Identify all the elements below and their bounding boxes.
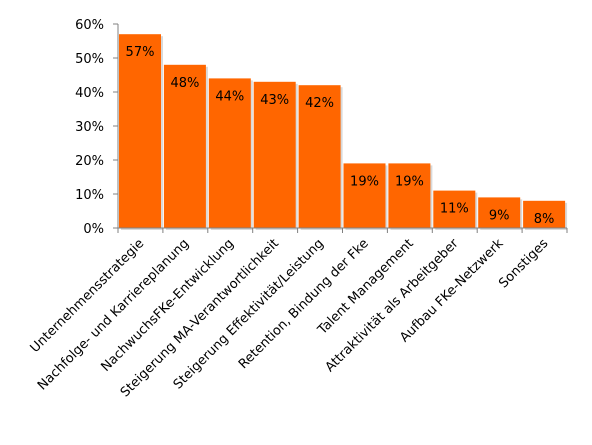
bar-4 [253,81,296,228]
bar-6 [343,163,386,228]
bar-8 [433,190,476,228]
data-label-1: 57% [126,45,155,60]
bar-5 [298,85,341,228]
y-tick-label-40pct: 40% [75,86,104,101]
category-label-10: Sonstiges [496,236,551,291]
data-label-8: 11% [440,202,469,217]
bar-3 [208,78,251,229]
bar-7 [388,163,431,228]
data-label-3: 44% [215,89,244,104]
category-label-4: Steigerung MA-Verantwortlichkeit [118,236,282,400]
data-label-6: 19% [350,174,379,189]
data-label-5: 42% [305,96,334,111]
data-label-2: 48% [170,76,199,91]
y-tick-label-50pct: 50% [75,52,104,67]
data-label-7: 19% [395,174,424,189]
bar-1 [119,34,161,229]
y-tick-label-20pct: 20% [75,154,104,169]
bar-9 [478,197,521,228]
data-label-4: 43% [260,93,289,108]
bar-10 [523,200,566,228]
data-label-10: 8% [534,212,555,227]
y-tick-label-60pct: 60% [75,18,104,33]
y-tick-label-0pct: 0% [83,222,104,237]
y-tick-label-10pct: 10% [75,188,104,203]
data-label-9: 9% [489,208,510,223]
bar-2 [163,64,206,228]
y-tick-label-30pct: 30% [75,120,104,135]
